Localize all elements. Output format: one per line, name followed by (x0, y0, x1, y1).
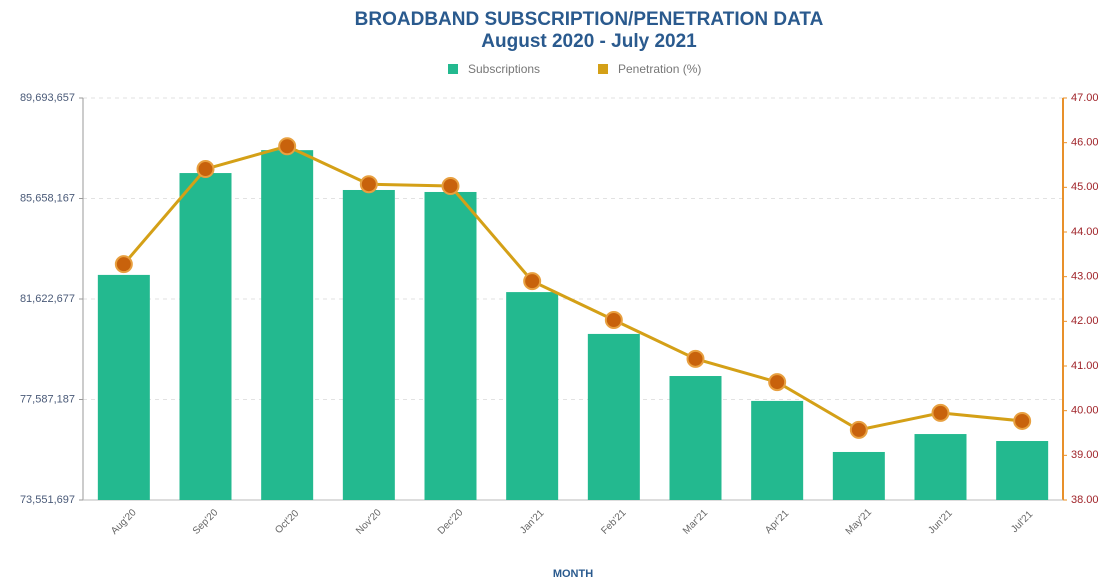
bar (179, 173, 232, 500)
line-marker (278, 137, 297, 156)
x-tick-label: Sep'20 (191, 507, 221, 537)
y-tick-label: 85,658,167 (20, 192, 75, 204)
chart-subtitle: August 2020 - July 2021 (481, 31, 697, 52)
line-marker (359, 175, 378, 194)
y2-tick-label: 45.00 (1071, 181, 1099, 193)
line-marker (931, 403, 950, 422)
x-tick-label: Jun'21 (926, 508, 955, 537)
y2-tick-label: 42.00 (1071, 315, 1099, 327)
bar (996, 441, 1049, 500)
bar (97, 274, 150, 500)
y2-tick-label: 43.00 (1071, 271, 1099, 283)
bar (424, 191, 477, 500)
line-marker (441, 176, 460, 195)
x-tick-label: Nov'20 (354, 507, 384, 537)
y-tick-label: 81,622,677 (20, 293, 75, 305)
y-tick-label: 89,693,657 (20, 92, 75, 104)
chart-title: BROADBAND SUBSCRIPTION/PENETRATION DATA (355, 9, 824, 30)
y2-tick-label: 39.00 (1071, 449, 1099, 461)
x-tick-label: Apr'21 (763, 508, 791, 536)
y2-tick-label: 40.00 (1071, 405, 1099, 417)
bar (261, 150, 314, 501)
x-tick-label: Jan'21 (518, 508, 547, 537)
legend-swatch (448, 64, 458, 74)
line-marker (114, 255, 133, 274)
bar (587, 333, 640, 500)
legend-label: Penetration (%) (618, 62, 701, 76)
x-tick-label: Oct'20 (273, 508, 301, 536)
bar (832, 451, 885, 500)
bar (751, 400, 804, 500)
line-marker (523, 272, 542, 291)
legend-label: Subscriptions (468, 62, 540, 76)
line-marker (196, 160, 215, 179)
x-tick-label: May'21 (844, 507, 875, 538)
line-marker (849, 420, 868, 439)
y2-tick-label: 38.00 (1071, 494, 1099, 506)
line-marker (1013, 411, 1032, 430)
bar (342, 189, 395, 500)
line-marker (768, 373, 787, 392)
x-tick-label: Dec'20 (436, 507, 466, 537)
y2-tick-label: 47.00 (1071, 92, 1099, 104)
bar (669, 376, 722, 500)
y-tick-label: 77,587,187 (20, 393, 75, 405)
y2-tick-label: 46.00 (1071, 137, 1099, 149)
x-tick-label: Aug'20 (109, 507, 139, 537)
line-marker (686, 349, 705, 368)
bar (506, 292, 559, 500)
x-tick-label: Jul'21 (1009, 509, 1035, 535)
line-marker (604, 310, 623, 329)
y-tick-label: 73,551,697 (20, 494, 75, 506)
x-axis-label: MONTH (553, 568, 593, 580)
y2-tick-label: 41.00 (1071, 360, 1099, 372)
legend-swatch (598, 64, 608, 74)
line (122, 144, 1023, 432)
x-tick-label: Mar'21 (681, 507, 710, 536)
bar (914, 434, 967, 500)
y2-tick-label: 44.00 (1071, 226, 1099, 238)
x-tick-label: Feb'21 (599, 507, 628, 536)
